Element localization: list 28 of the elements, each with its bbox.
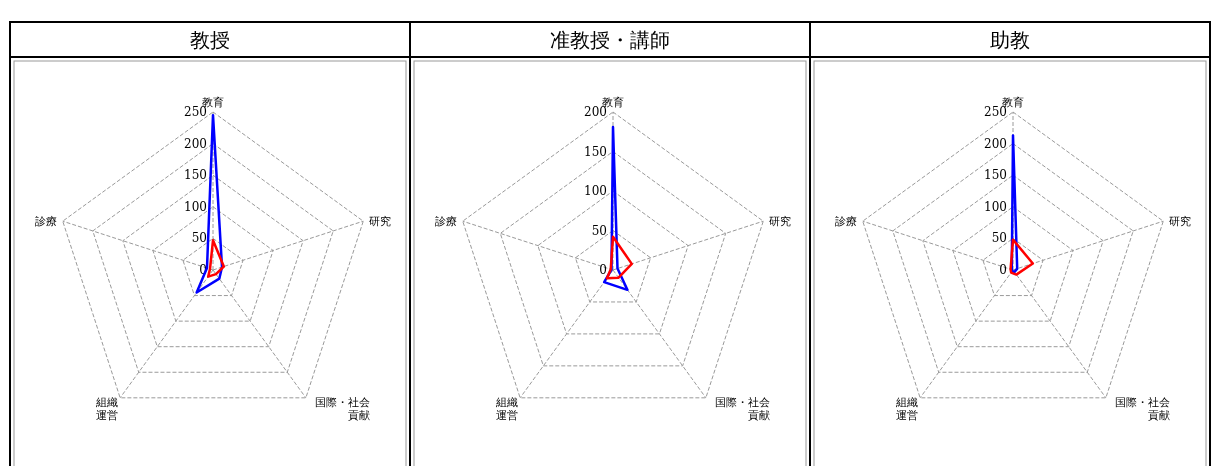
y-tick-label: 0: [599, 263, 607, 277]
y-tick-label: 50: [991, 231, 1007, 246]
spoke-label: 研究: [768, 215, 791, 229]
y-tick-label: 50: [191, 231, 207, 246]
spoke-label: 国際・社会貢献: [1113, 395, 1170, 422]
y-tick-label: 100: [584, 184, 607, 198]
y-tick-label: 100: [984, 199, 1007, 214]
y-tick-label: 200: [184, 136, 207, 151]
y-tick-label: 100: [184, 199, 207, 214]
spoke-label: 国際・社会貢献: [713, 395, 770, 422]
y-tick-label: 150: [184, 168, 207, 183]
chart-title: 准教授・講師: [550, 28, 670, 52]
chart-title: 教授: [190, 28, 230, 52]
spoke-label: 診療: [35, 215, 58, 229]
chart-title: 助教: [990, 28, 1030, 52]
y-tick-label: 50: [591, 223, 607, 238]
spoke-label: 診療: [435, 215, 458, 229]
y-tick-label: 150: [584, 144, 607, 159]
spoke-label: 組織運営: [495, 395, 519, 422]
spoke-label: 組織運営: [95, 395, 119, 422]
spoke-label: 研究: [368, 215, 391, 229]
y-tick-label: 0: [999, 263, 1007, 277]
spoke-label: 国際・社会貢献: [313, 395, 370, 422]
y-tick-label: 150: [984, 168, 1007, 183]
y-tick-label: 200: [984, 136, 1007, 151]
spoke-label: 組織運営: [895, 395, 919, 422]
spoke-label: 研究: [1168, 215, 1191, 229]
spoke-label: 診療: [835, 215, 858, 229]
